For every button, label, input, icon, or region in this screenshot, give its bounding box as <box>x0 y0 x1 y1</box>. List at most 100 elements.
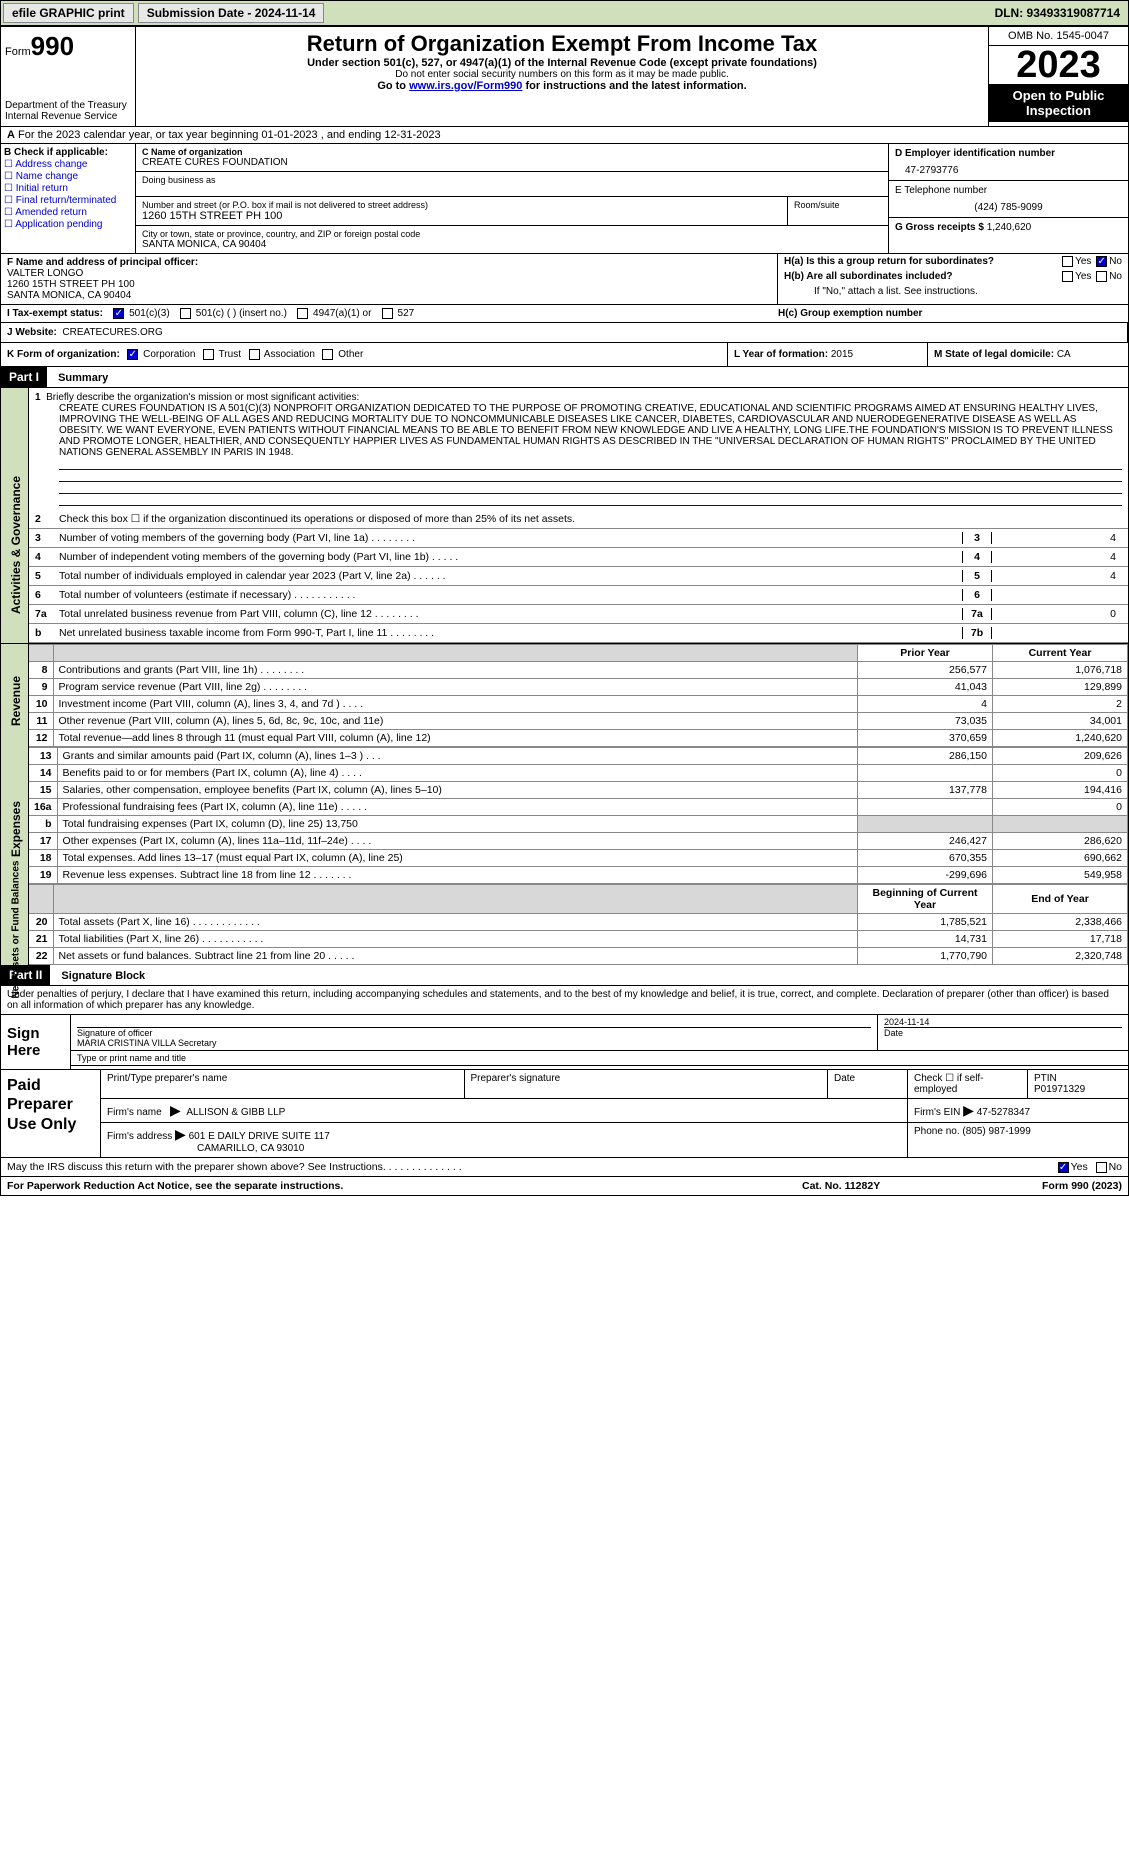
domicile-value: CA <box>1057 349 1071 360</box>
may-no-checkbox[interactable] <box>1096 1162 1107 1173</box>
other-checkbox[interactable] <box>322 349 333 360</box>
cat-number: Cat. No. 11282Y <box>802 1180 982 1192</box>
officer-label: F Name and address of principal officer: <box>7 257 198 268</box>
efile-button[interactable]: efile GRAPHIC print <box>3 3 134 23</box>
row-j: J Website: CREATECURES.ORG <box>1 323 1128 343</box>
chk-initial[interactable]: ☐ Initial return <box>4 183 132 194</box>
header-middle: Return of Organization Exempt From Incom… <box>136 27 988 126</box>
fin-row: 21Total liabilities (Part X, line 26) . … <box>29 931 1128 948</box>
street-value: 1260 15TH STREET PH 100 <box>142 210 781 222</box>
form990-link[interactable]: www.irs.gov/Form990 <box>409 80 522 92</box>
domicile-label: M State of legal domicile: <box>934 349 1054 360</box>
fin-row: 12Total revenue—add lines 8 through 11 (… <box>29 730 1128 747</box>
paid-preparer-label: Paid Preparer Use Only <box>1 1070 101 1157</box>
subtitle-2: Do not enter social security numbers on … <box>140 69 984 80</box>
ag-tab: Activities & Governance <box>1 388 29 643</box>
assoc-checkbox[interactable] <box>249 349 260 360</box>
ptin-value: P01971329 <box>1034 1084 1085 1095</box>
officer-name: VALTER LONGO <box>7 268 771 279</box>
type-name-label: Type or print name and title <box>71 1051 1128 1065</box>
ein-value: 47-2793776 <box>895 159 1122 176</box>
part1-label: Part I <box>1 367 47 387</box>
gov-line: 4Number of independent voting members of… <box>29 548 1128 567</box>
sign-here-block: Sign Here Signature of officer MARIA CRI… <box>1 1015 1128 1070</box>
self-employed: Check ☐ if self-employed <box>908 1070 1028 1098</box>
revenue-table: Prior YearCurrent Year 8Contributions an… <box>29 644 1128 747</box>
revenue-tab: Revenue <box>1 644 29 747</box>
gov-line: bNet unrelated business taxable income f… <box>29 624 1128 643</box>
expenses-section: Expenses 13Grants and similar amounts pa… <box>1 747 1128 884</box>
part1-header: Part I Summary <box>1 367 1128 388</box>
firm-name: ALLISON & GIBB LLP <box>186 1107 285 1118</box>
column-b: B Check if applicable: ☐ Address change … <box>1 144 136 253</box>
ha-no-checkbox[interactable] <box>1096 256 1107 267</box>
chk-address[interactable]: ☐ Address change <box>4 159 132 170</box>
street-label: Number and street (or P.O. box if mail i… <box>142 200 781 210</box>
gov-line: 7aTotal unrelated business revenue from … <box>29 605 1128 624</box>
ha-label: H(a) Is this a group return for subordin… <box>784 256 994 267</box>
eoy-hdr: End of Year <box>993 885 1128 914</box>
fin-row: 16aProfessional fundraising fees (Part I… <box>29 799 1128 816</box>
netassets-table: Beginning of Current YearEnd of Year 20T… <box>29 884 1128 965</box>
part2-header: Part II Signature Block <box>1 965 1128 986</box>
column-c: C Name of organization CREATE CURES FOUN… <box>136 144 888 253</box>
ha-yes-checkbox[interactable] <box>1062 256 1073 267</box>
hb-no-checkbox[interactable] <box>1096 271 1107 282</box>
sig-date-label: Date <box>884 1028 1122 1038</box>
hb-label: H(b) Are all subordinates included? <box>784 271 953 282</box>
netassets-tab: Net Assets or Fund Balances <box>1 884 29 965</box>
form-header: Form990 Department of the Treasury Inter… <box>1 27 1128 127</box>
phone-value: (424) 785-9099 <box>895 196 1122 213</box>
hb-yes-checkbox[interactable] <box>1062 271 1073 282</box>
expenses-table: 13Grants and similar amounts paid (Part … <box>29 747 1128 884</box>
revenue-section: Revenue Prior YearCurrent Year 8Contribu… <box>1 643 1128 747</box>
header-left: Form990 Department of the Treasury Inter… <box>1 27 136 126</box>
hb-note: If "No," attach a list. See instructions… <box>784 286 1122 297</box>
firm-name-label: Firm's name <box>107 1107 162 1118</box>
part1-title: Summary <box>50 369 116 387</box>
paperwork-notice: For Paperwork Reduction Act Notice, see … <box>7 1180 802 1192</box>
fin-row: 15Salaries, other compensation, employee… <box>29 782 1128 799</box>
officer-sig-name: MARIA CRISTINA VILLA Secretary <box>77 1038 871 1048</box>
fin-row: 9Program service revenue (Part VIII, lin… <box>29 679 1128 696</box>
website-label: J Website: <box>7 327 57 338</box>
room-label: Room/suite <box>794 200 882 210</box>
527-checkbox[interactable] <box>382 308 393 319</box>
gross-label: G Gross receipts $ <box>895 222 984 233</box>
submission-button[interactable]: Submission Date - 2024-11-14 <box>138 3 325 23</box>
officer-addr2: SANTA MONICA, CA 90404 <box>7 290 771 301</box>
column-f: F Name and address of principal officer:… <box>1 254 778 304</box>
col-b-header: B Check if applicable: <box>4 147 108 158</box>
row-a-label: A <box>7 129 15 141</box>
firm-ein: 47-5278347 <box>977 1107 1030 1118</box>
year-formation-label: L Year of formation: <box>734 349 828 360</box>
fin-row: 18Total expenses. Add lines 13–17 (must … <box>29 850 1128 867</box>
sign-here-label: Sign Here <box>1 1015 71 1069</box>
org-name-label: C Name of organization <box>142 147 243 157</box>
trust-checkbox[interactable] <box>203 349 214 360</box>
4947-checkbox[interactable] <box>297 308 308 319</box>
may-yes-checkbox[interactable] <box>1058 1162 1069 1173</box>
chk-pending[interactable]: ☐ Application pending <box>4 219 132 230</box>
chk-amended[interactable]: ☐ Amended return <box>4 207 132 218</box>
preparer-sig-label: Preparer's signature <box>465 1070 829 1098</box>
hc-label: H(c) Group exemption number <box>778 308 922 319</box>
gov-line: 3Number of voting members of the governi… <box>29 529 1128 548</box>
website-value: CREATECURES.ORG <box>62 327 162 338</box>
chk-name[interactable]: ☐ Name change <box>4 171 132 182</box>
501c3-checkbox[interactable] <box>113 308 124 319</box>
corp-checkbox[interactable] <box>127 349 138 360</box>
goto-prefix: Go to <box>377 80 409 92</box>
chk-final[interactable]: ☐ Final return/terminated <box>4 195 132 206</box>
section-bcd: B Check if applicable: ☐ Address change … <box>1 144 1128 254</box>
line1-num: 1 <box>35 392 41 403</box>
row-a-text: For the 2023 calendar year, or tax year … <box>18 129 441 141</box>
section-fh: F Name and address of principal officer:… <box>1 254 1128 305</box>
sig-date: 2024-11-14 <box>884 1017 1122 1028</box>
may-discuss-text: May the IRS discuss this return with the… <box>7 1161 1056 1173</box>
dba-label: Doing business as <box>142 175 882 185</box>
city-label: City or town, state or province, country… <box>142 229 882 239</box>
top-bar: efile GRAPHIC print Submission Date - 20… <box>0 0 1129 26</box>
501c-checkbox[interactable] <box>180 308 191 319</box>
fin-row: 22Net assets or fund balances. Subtract … <box>29 948 1128 965</box>
